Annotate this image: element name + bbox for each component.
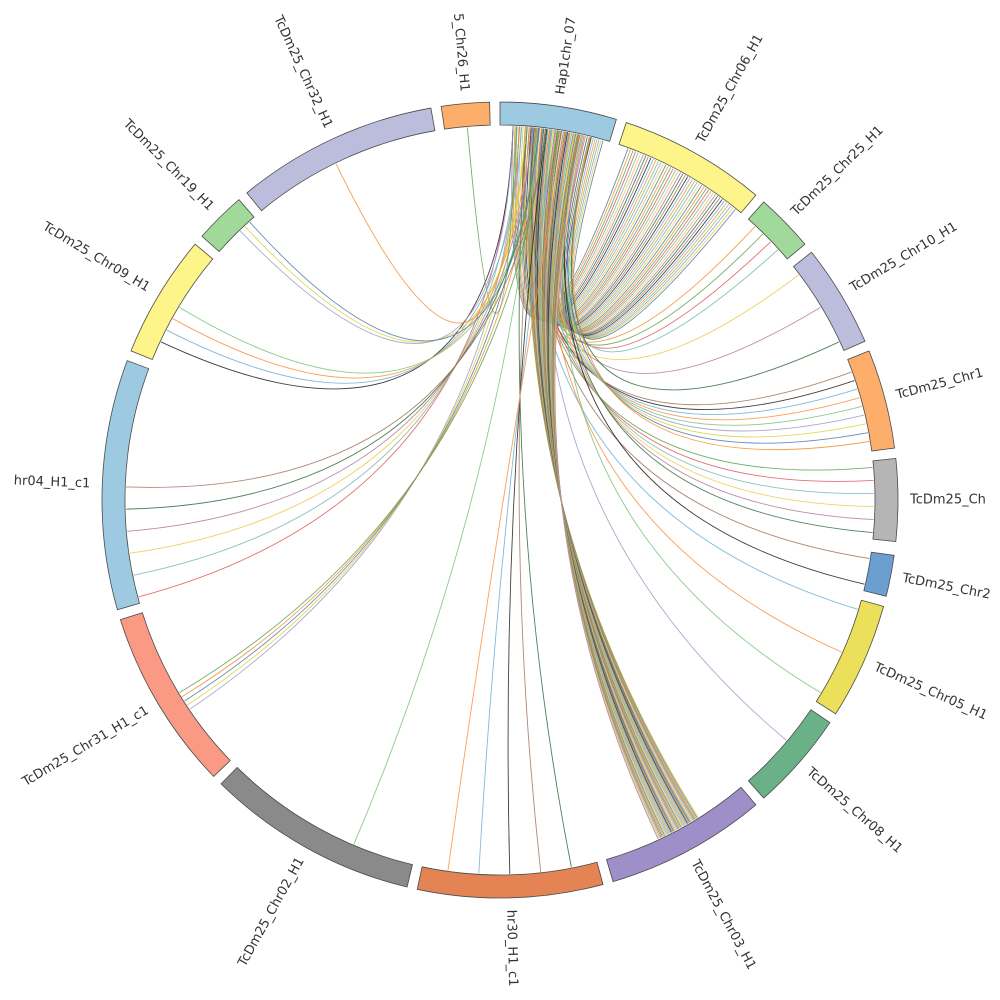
chromosome-arc-chr09 (130, 243, 214, 361)
chromosome-label-chrG: TcDm25_Ch (909, 493, 986, 508)
chromosome-arc-chrG (872, 457, 899, 543)
chromosome-label-chr09: TcDm25_Chr09_H1 (39, 219, 152, 295)
link-ribbon-15-0 (335, 126, 521, 324)
chromosome-label-chr25: TcDm25_Chr25_H1 (788, 123, 887, 220)
link-ribbon-12-5 (126, 128, 547, 488)
chromosome-label-chr19: TcDm25_Chr19_H1 (119, 116, 216, 214)
chromosome-arc-chr08 (747, 709, 831, 799)
chromosome-labels: Hap1chr_07 TcDm25_Chr06_H1 TcDm25_Chr25_H1… (13, 12, 991, 986)
link-ribbon-8-23 (546, 131, 674, 832)
link-ribbon-13-1 (166, 126, 523, 384)
chromosome-arc-chr31 (119, 612, 231, 778)
chromosome-label-chr2x: TcDm25_Chr2 (900, 571, 992, 603)
link-ribbon-11-3 (181, 128, 540, 698)
chromosome-arc-chr1x (847, 350, 896, 452)
link-ribbon-10-0 (353, 128, 540, 845)
link-ribbon-9-1 (518, 127, 542, 872)
chromosome-arc-chr2x (863, 551, 895, 597)
link-ribbon-8-37 (554, 135, 659, 840)
chromosome-label-chr32: TcDm25_Chr32_H1 (270, 12, 335, 130)
chromosome-arc-chr03 (606, 786, 757, 883)
link-ribbon-9-4 (447, 131, 566, 871)
link-ribbon-12-1 (133, 126, 521, 576)
chromosome-label-hap7: Hap1chr_07 (553, 16, 579, 95)
link-ribbon-13-2 (172, 127, 531, 379)
chromosome-arc-chr10 (792, 251, 866, 351)
link-ribbon-14-2 (249, 128, 540, 342)
chromosome-arc-chr32 (246, 107, 436, 212)
link-ribbon-12-2 (129, 126, 527, 554)
link-ribbon-14-0 (239, 126, 514, 344)
link-ribbon-2-0 (523, 126, 799, 360)
link-ribbon-16-0 (466, 126, 517, 314)
chromosome-arc-chr06 (618, 122, 757, 214)
chromosome-label-chr05: TcDm25_Chr05_H1 (871, 660, 990, 724)
chromosome-label-chr30: hr30_H1_c1 (503, 910, 520, 987)
chromosome-label-chr10: TcDm25_Chr10_H1 (847, 219, 960, 295)
chromosome-ring (101, 101, 899, 899)
chromosome-arc-chr30 (416, 861, 604, 899)
chromosome-arc-chr26 (440, 101, 491, 130)
chromosome-arc-chr04 (101, 360, 150, 611)
link-ribbon-2-2 (571, 137, 840, 391)
chromosome-arc-chr05 (815, 599, 885, 715)
link-ribbon-11-4 (179, 128, 547, 694)
chromosome-arc-chr25 (747, 201, 806, 260)
link-ribbon-12-3 (127, 127, 534, 532)
link-ribbon-2-1 (549, 130, 821, 374)
link-ribbon-11-2 (184, 127, 534, 702)
link-ribbon-1-3 (567, 137, 779, 353)
chromosome-arc-chr02 (220, 766, 413, 888)
link-ribbon-3-8 (572, 137, 870, 450)
link-ribbon-12-0 (138, 126, 514, 598)
link-ribbon-11-1 (186, 126, 527, 706)
links-layer (126, 126, 874, 874)
chromosome-label-chr04: hr04_H1_c1 (13, 473, 90, 491)
chromosome-label-chr31: TcDm25_Chr31_H1_c1 (19, 703, 152, 790)
link-ribbon-11-0 (189, 126, 521, 710)
chromosome-label-chr06: TcDm25_Chr06_H1 (693, 32, 766, 147)
link-ribbon-0-45 (571, 140, 736, 340)
chromosome-arc-chr19 (201, 199, 255, 253)
chromosome-label-chr03: TcDm25_Chr03_H1 (687, 857, 759, 973)
chromosome-arc-hap7 (499, 101, 617, 142)
chromosome-label-chr08: TcDm25_Chr08_H1 (803, 764, 906, 857)
link-ribbon-14-1 (244, 126, 527, 343)
link-ribbon-9-2 (507, 128, 547, 874)
link-ribbon-13-0 (160, 126, 514, 390)
link-ribbon-13-3 (179, 128, 540, 374)
link-ribbon-9-3 (478, 130, 556, 874)
chromosome-label-chr1x: TcDm25_Chr1 (894, 366, 985, 404)
chromosome-label-chr02: TcDm25_Chr02_H1 (235, 855, 308, 970)
chromosome-label-chr26: 5_Chr26_H1 (450, 13, 472, 93)
